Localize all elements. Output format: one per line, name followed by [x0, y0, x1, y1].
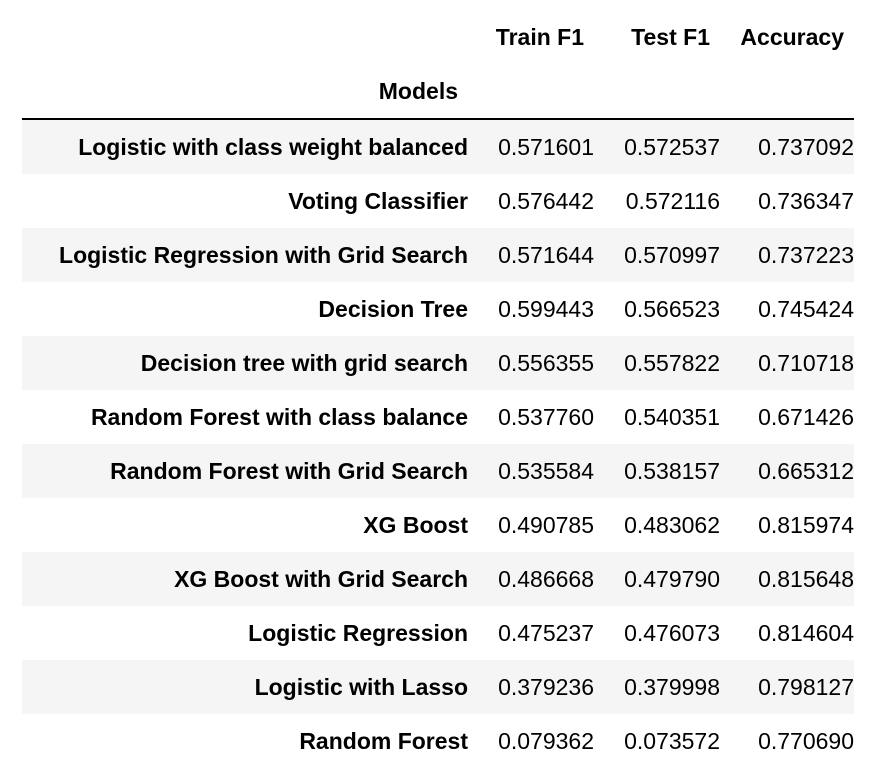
cell-accuracy: 0.770690	[720, 714, 854, 768]
cell-test-f1: 0.379998	[594, 660, 720, 714]
cell-test-f1: 0.483062	[594, 498, 720, 552]
index-name-blank-1	[468, 64, 594, 120]
cell-accuracy: 0.710718	[720, 336, 854, 390]
column-header-accuracy: Accuracy	[740, 23, 844, 50]
cell-test-f1: 0.476073	[594, 606, 720, 660]
row-model-name: Logistic with class weight balanced	[22, 119, 468, 174]
row-model-name: XG Boost with Grid Search	[22, 552, 468, 606]
cell-test-f1: 0.557822	[594, 336, 720, 390]
row-model-name: Random Forest with Grid Search	[22, 444, 468, 498]
cell-accuracy: 0.815648	[720, 552, 854, 606]
row-model-name: Logistic Regression	[22, 606, 468, 660]
cell-test-f1: 0.540351	[594, 390, 720, 444]
index-header-blank	[22, 10, 468, 64]
row-model-name: Voting Classifier	[22, 174, 468, 228]
cell-accuracy: 0.737092	[720, 119, 854, 174]
cell-test-f1: 0.566523	[594, 282, 720, 336]
cell-accuracy: 0.814604	[720, 606, 854, 660]
cell-train-f1: 0.490785	[468, 498, 594, 552]
cell-train-f1: 0.556355	[468, 336, 594, 390]
cell-test-f1: 0.073572	[594, 714, 720, 768]
row-model-name: Decision tree with grid search	[22, 336, 468, 390]
table-row: Logistic Regression with Grid Search 0.57…	[22, 228, 854, 282]
index-name-row: Models	[22, 64, 854, 120]
table-row: Logistic Regression 0.475237 0.476073 0.814…	[22, 606, 854, 660]
cell-train-f1: 0.571644	[468, 228, 594, 282]
results-table: Train F1 Test F1 Accuracy Models Logisti…	[22, 10, 854, 768]
table-row: Random Forest with class balance 0.537760…	[22, 390, 854, 444]
cell-test-f1: 0.572116	[594, 174, 720, 228]
row-model-name: XG Boost	[22, 498, 468, 552]
row-model-name: Logistic with Lasso	[22, 660, 468, 714]
table-row: Voting Classifier 0.576442 0.572116 0.73634…	[22, 174, 854, 228]
cell-accuracy: 0.737223	[720, 228, 854, 282]
cell-train-f1: 0.486668	[468, 552, 594, 606]
row-model-name: Random Forest	[22, 714, 468, 768]
table-row: XG Boost 0.490785 0.483062 0.815974	[22, 498, 854, 552]
cell-accuracy: 0.665312	[720, 444, 854, 498]
index-name-header: Models	[22, 64, 468, 120]
cell-test-f1: 0.570997	[594, 228, 720, 282]
index-name-blank-3	[720, 64, 854, 120]
cell-train-f1: 0.599443	[468, 282, 594, 336]
table-row: Decision Tree 0.599443 0.566523 0.745424	[22, 282, 854, 336]
table-row: Logistic with class weight balanced 0.571…	[22, 119, 854, 174]
cell-train-f1: 0.379236	[468, 660, 594, 714]
cell-test-f1: 0.538157	[594, 444, 720, 498]
table-row: Decision tree with grid search 0.556355 0.…	[22, 336, 854, 390]
row-model-name: Logistic Regression with Grid Search	[22, 228, 468, 282]
column-header-row: Train F1 Test F1 Accuracy	[22, 10, 854, 64]
index-name-blank-2	[594, 64, 720, 120]
cell-accuracy: 0.671426	[720, 390, 854, 444]
table-row: Logistic with Lasso 0.379236 0.379998 0.798…	[22, 660, 854, 714]
cell-train-f1: 0.537760	[468, 390, 594, 444]
column-header-test-f1: Test F1	[631, 23, 710, 50]
row-model-name: Random Forest with class balance	[22, 390, 468, 444]
cell-accuracy: 0.745424	[720, 282, 854, 336]
row-model-name: Decision Tree	[22, 282, 468, 336]
cell-train-f1: 0.571601	[468, 119, 594, 174]
cell-train-f1: 0.079362	[468, 714, 594, 768]
cell-train-f1: 0.535584	[468, 444, 594, 498]
table-header: Train F1 Test F1 Accuracy Models	[22, 10, 854, 120]
cell-test-f1: 0.479790	[594, 552, 720, 606]
cell-test-f1: 0.572537	[594, 119, 720, 174]
table-row: Random Forest 0.079362 0.073572 0.770690	[22, 714, 854, 768]
table-body: Logistic with class weight balanced 0.571…	[22, 119, 854, 768]
table-row: Random Forest with Grid Search 0.535584 0.…	[22, 444, 854, 498]
table-row: XG Boost with Grid Search 0.486668 0.47979…	[22, 552, 854, 606]
cell-train-f1: 0.576442	[468, 174, 594, 228]
cell-train-f1: 0.475237	[468, 606, 594, 660]
cell-accuracy: 0.736347	[720, 174, 854, 228]
column-header-train-f1: Train F1	[495, 23, 584, 50]
cell-accuracy: 0.815974	[720, 498, 854, 552]
cell-accuracy: 0.798127	[720, 660, 854, 714]
